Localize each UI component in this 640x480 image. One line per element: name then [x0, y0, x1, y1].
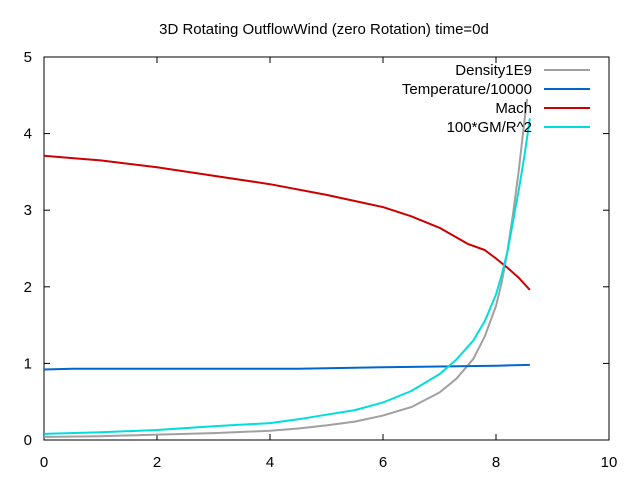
x-tick-label: 8	[492, 454, 500, 471]
legend: Density1E9 Temperature/10000 Mach 100*GM/R^…	[402, 62, 590, 136]
x-tick-label: 10	[601, 454, 618, 471]
series-line-temperature-10000	[43, 363, 530, 371]
legend-label: Mach	[495, 100, 532, 117]
plot-frame	[43, 56, 610, 441]
y-tick-label: 5	[24, 49, 32, 66]
y-tick-label: 1	[24, 355, 32, 372]
legend-label: 100*GM/R^2	[447, 119, 532, 136]
legend-label: Density1E9	[455, 62, 532, 79]
x-tick-label: 2	[153, 454, 161, 471]
y-tick-label: 0	[24, 432, 32, 449]
axes: 0 2 4 6 8 10 0 1 2 3 4 5	[24, 49, 618, 471]
series-line-mach	[43, 154, 531, 291]
x-tick-label: 4	[266, 454, 274, 471]
series-layer	[43, 98, 531, 438]
x-tick-label: 0	[40, 454, 48, 471]
y-tick-label: 2	[24, 279, 32, 296]
chart-title: 3D Rotating OutflowWind (zero Rotation) …	[159, 21, 489, 38]
legend-label: Temperature/10000	[402, 81, 532, 98]
y-tick-label: 4	[24, 126, 32, 143]
x-tick-label: 6	[379, 454, 387, 471]
series-line-100-gm-r-2	[43, 118, 531, 435]
y-tick-label: 3	[24, 202, 32, 219]
